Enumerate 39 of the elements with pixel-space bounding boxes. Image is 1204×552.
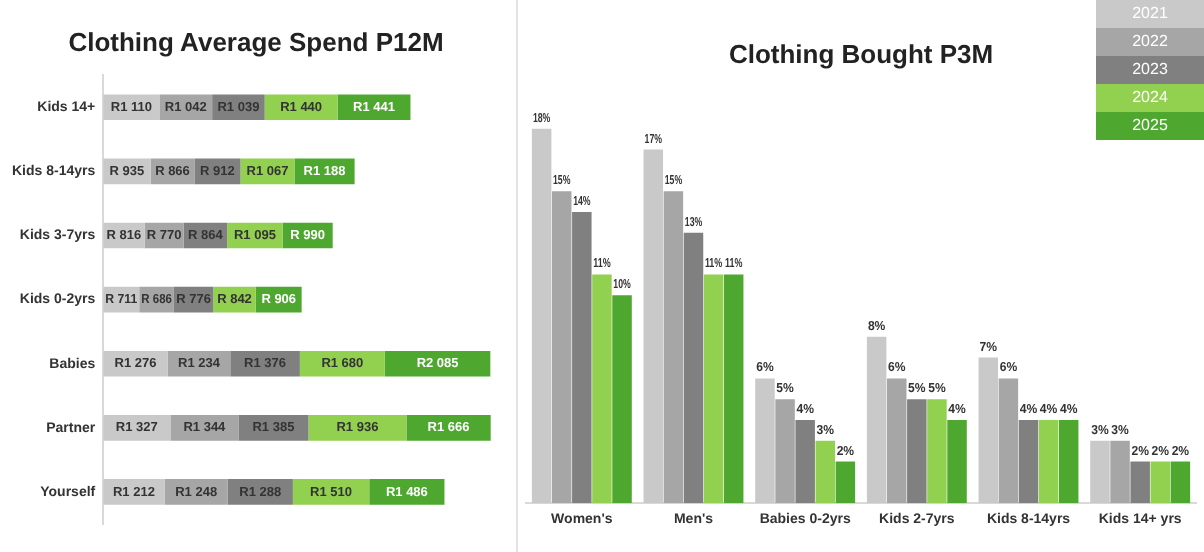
bar <box>998 378 1019 504</box>
bar <box>866 336 887 504</box>
bar <box>572 212 592 504</box>
bar <box>1170 461 1191 504</box>
bar <box>551 191 572 504</box>
bar <box>643 149 664 504</box>
bar <box>835 461 856 504</box>
bar <box>815 440 836 504</box>
bar <box>927 399 947 504</box>
bar <box>978 357 999 504</box>
bar <box>592 274 612 504</box>
bar <box>1018 420 1039 504</box>
bar <box>1090 440 1110 504</box>
bar <box>795 420 815 504</box>
text: 2023 <box>1096 56 1204 84</box>
bar <box>947 420 967 504</box>
chart-title: Clothing Bought P3M <box>728 38 994 69</box>
bar <box>663 191 684 504</box>
bar <box>703 274 724 504</box>
chart-title: Clothing Average Spend P12M <box>68 26 444 57</box>
bar <box>886 378 907 504</box>
text: 2024 <box>1096 84 1204 112</box>
bar <box>1058 420 1079 504</box>
bar <box>1130 461 1150 504</box>
bar <box>723 274 744 504</box>
bar <box>907 399 927 504</box>
bar <box>384 350 491 377</box>
bar <box>683 232 704 504</box>
bar <box>531 128 552 504</box>
bar <box>775 399 795 504</box>
bar <box>1038 420 1059 504</box>
text: 2025 <box>1096 112 1204 140</box>
bar <box>755 378 775 504</box>
bar <box>1150 461 1171 504</box>
bar <box>308 415 407 441</box>
bar <box>406 415 491 441</box>
bar <box>612 295 632 504</box>
text: 2022 <box>1096 28 1204 56</box>
bar <box>1110 440 1130 504</box>
